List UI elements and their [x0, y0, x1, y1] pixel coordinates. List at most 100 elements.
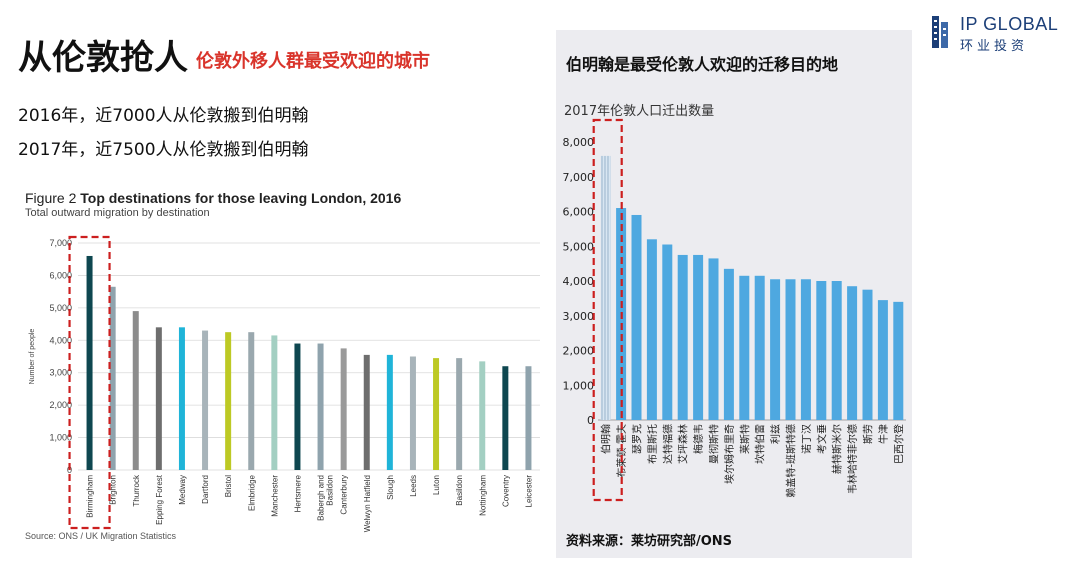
company-logo: IP GLOBAL 环业投资 [930, 14, 1070, 54]
x-tick-label: 巴西尔登 [892, 424, 905, 464]
bar [662, 244, 673, 420]
bar [109, 286, 116, 470]
x-tick-label: Hertsmere [293, 474, 302, 512]
bar [178, 327, 185, 470]
bar [271, 335, 278, 470]
x-tick-label: Leeds [409, 475, 418, 497]
bar [770, 279, 781, 420]
left-chart-panel: Figure 2 Top destinations for those leav… [20, 185, 545, 555]
left-bar-chart: 01,0002,0003,0004,0005,0006,0007,000Numb… [29, 235, 540, 532]
logo-name: IP GLOBAL [960, 14, 1059, 34]
y-tick-label: 5,000 [563, 240, 595, 253]
bar [693, 254, 704, 420]
bar [340, 348, 347, 470]
left-chart-source: Source: ONS / UK Migration Statistics [25, 531, 177, 541]
right-bar-chart: 0 1,000 2,000 3,000 4,000 5,000 6,000 7,000 8,00… [563, 118, 906, 502]
bar [847, 286, 858, 420]
x-tick-label: 赖盖特-班斯特德 [785, 424, 798, 498]
bar [816, 281, 827, 420]
x-tick-label: Luton [432, 475, 441, 495]
bar [386, 354, 393, 470]
right-chart-panel: 伯明翰是最受伦敦人欢迎的迁移目的地 2017年伦敦人口迁出数量 0 1,000 2,… [556, 30, 912, 558]
bar [723, 268, 734, 420]
x-tick-label: Epping Forest [155, 474, 164, 525]
y-tick-label: 3,000 [563, 310, 595, 323]
x-tick-label: 斯劳 [862, 424, 875, 444]
x-tick-label: Basildon [455, 475, 464, 506]
y-tick-label: 3,000 [49, 368, 72, 378]
bar [479, 361, 486, 470]
x-tick-label: 赫特斯米尔 [831, 424, 844, 474]
y-tick-label: 2,000 [563, 345, 595, 358]
bar [294, 343, 301, 470]
bar [708, 258, 719, 420]
bar [600, 155, 611, 420]
x-tick-label: Canterbury [340, 475, 349, 515]
bar [502, 366, 509, 470]
bar [631, 214, 642, 420]
bar [831, 281, 842, 420]
summary-line-2017: 2017年，近7500人从伦敦搬到伯明翰 [18, 140, 309, 160]
bar [433, 358, 440, 470]
x-tick-label: Manchester [270, 475, 279, 517]
y-tick-label: 4,000 [49, 335, 72, 345]
x-tick-label: Dartford [201, 475, 210, 504]
bar [409, 356, 416, 470]
bar [155, 327, 162, 470]
y-tick-label: 6,000 [49, 270, 72, 280]
x-tick-label: Nottingham [478, 475, 487, 516]
x-tick-label: 曼彻斯特 [708, 424, 721, 464]
bar [525, 366, 532, 470]
x-tick-label: 坎特伯雷 [754, 424, 767, 464]
highlight-box [592, 118, 623, 502]
bar [202, 330, 209, 470]
y-tick-label: 8,000 [563, 136, 595, 149]
bar [646, 239, 657, 420]
x-tick-label: Birmingham [86, 475, 95, 518]
y-tick-label: 4,000 [563, 275, 595, 288]
x-tick-label: 伯明翰 [600, 424, 613, 454]
x-tick-label: Brighton [109, 475, 118, 505]
x-tick-label: 牛津 [877, 424, 890, 444]
y-tick-label: 7,000 [49, 238, 72, 248]
y-tick-label: 1,000 [563, 379, 595, 392]
x-tick-label: 韦林哈特菲尔德 [846, 424, 859, 494]
x-tick-label: Elmbridge [247, 474, 256, 511]
page-subtitle: 伦敦外移人群最受欢迎的城市 [196, 51, 430, 72]
right-chart-subtitle: 2017年伦敦人口迁出数量 [564, 104, 715, 119]
bar [677, 254, 688, 420]
bar [456, 358, 463, 470]
page-title: 从伦敦抢人 [18, 38, 188, 78]
bar [317, 343, 324, 470]
summary-line-2016: 2016年，近7000人从伦敦搬到伯明翰 [18, 106, 309, 126]
right-chart-source: 资料来源：莱坊研究部/ONS [566, 534, 733, 549]
x-tick-label: 考文垂 [815, 424, 828, 454]
left-chart-subtitle: Total outward migration by destination [25, 207, 210, 219]
x-tick-label: 梅德韦 [692, 424, 705, 454]
y-tick-label: 0 [587, 414, 594, 427]
y-tick-label: 2,000 [49, 400, 72, 410]
left-chart-title: Figure 2 Top destinations for those leav… [25, 190, 401, 206]
x-tick-label: 布里斯托 [646, 424, 659, 464]
bar [785, 279, 796, 420]
x-tick-label: 艾坪森林 [677, 424, 690, 464]
bar [248, 332, 255, 470]
y-tick-label: 5,000 [49, 303, 72, 313]
x-tick-label: Basildon [326, 475, 335, 506]
y-tick-label: 7,000 [563, 171, 595, 184]
x-tick-label: Coventry [501, 475, 510, 507]
bar [800, 279, 811, 420]
bar [862, 289, 873, 420]
x-tick-label: 瑟罗克 [632, 424, 644, 454]
x-tick-label: 诺丁汉 [801, 424, 813, 454]
bar [754, 275, 765, 420]
bar [363, 354, 370, 470]
bar [86, 255, 93, 470]
x-tick-label: Thurrock [132, 474, 141, 507]
figure-title: Top destinations for those leaving Londo… [80, 190, 402, 206]
y-tick-label: 1,000 [49, 433, 72, 443]
x-tick-label: 莱斯特 [738, 424, 751, 454]
building-icon [932, 16, 948, 48]
logo-tagline: 环业投资 [960, 39, 1029, 54]
bar [225, 332, 232, 470]
